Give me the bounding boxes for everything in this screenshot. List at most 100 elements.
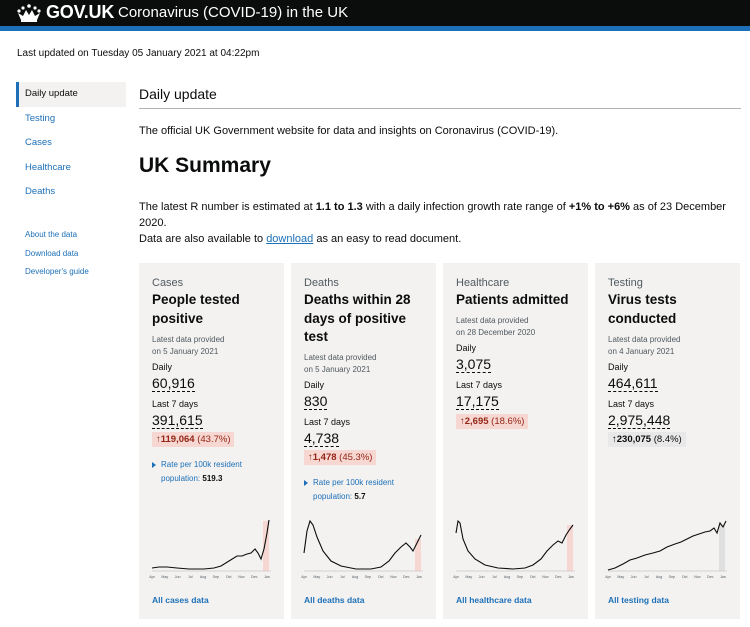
recent-period-highlight <box>415 539 421 571</box>
month-tick-label: Jul <box>644 575 649 579</box>
disclosure-triangle-icon <box>152 462 156 468</box>
month-tick-label: Aug <box>656 575 662 579</box>
r-number-range: 1.1 to 1.3 <box>315 201 363 213</box>
nav-item-daily-update[interactable]: Daily update <box>16 82 126 107</box>
month-tick-label: Oct <box>378 575 384 579</box>
month-tick-label: Sep <box>365 575 371 579</box>
nav-item-healthcare[interactable]: Healthcare <box>25 161 71 173</box>
month-tick-label: May <box>617 575 624 579</box>
daily-value[interactable]: 60,916 <box>152 375 195 392</box>
intro-text: The official UK Government website for d… <box>139 125 559 137</box>
rate-per-100k-toggle[interactable]: Rate per 100k resident population: 5.7 <box>304 476 429 504</box>
month-tick-label: Jan <box>720 575 726 579</box>
govuk-logo-text[interactable]: GOV.UK <box>46 2 115 22</box>
card-category: Deaths <box>304 277 339 289</box>
chart-month-ticks: Apr May Jun Jul Aug Sep Oct Nov Dec Jan <box>149 575 270 579</box>
month-tick-label: Dec <box>251 575 258 579</box>
daily-label: Daily <box>304 380 325 390</box>
secondary-navigation: About the data Download data Developer's… <box>25 226 89 282</box>
month-tick-label: May <box>465 575 472 579</box>
card-latest-data: Latest data provided on 5 January 2021 <box>152 335 225 356</box>
week-value[interactable]: 391,615 <box>152 412 203 429</box>
week-value[interactable]: 2,975,448 <box>608 412 671 429</box>
change-badge: ↑119,064 (43.7%) <box>152 432 235 447</box>
card-category: Cases <box>152 277 184 289</box>
all-deaths-data-link[interactable]: All deaths data <box>304 595 365 605</box>
crown-logo-icon[interactable] <box>16 4 42 22</box>
month-tick-label: Nov <box>238 575 245 579</box>
side-navigation: Daily update Testing Cases Healthcare De… <box>16 82 126 205</box>
disclosure-triangle-icon <box>304 480 308 486</box>
month-tick-label: Jun <box>479 575 485 579</box>
month-tick-label: Oct <box>226 575 232 579</box>
month-tick-label: Apr <box>605 575 611 579</box>
change-badge: ↑1,478 (45.3%) <box>304 450 377 465</box>
last-updated-text: Last updated on Tuesday 05 January 2021 … <box>17 48 260 59</box>
site-header: GOV.UK Coronavirus (COVID-19) in the UK <box>0 0 750 26</box>
week-value[interactable]: 4,738 <box>304 430 340 447</box>
daily-value[interactable]: 3,075 <box>456 356 492 373</box>
page-title: Daily update <box>139 86 217 102</box>
card-title[interactable]: Deaths within 28 days of positive test <box>304 292 411 344</box>
header-accent-bar <box>0 26 750 31</box>
week-label: Last 7 days <box>456 380 503 390</box>
nav-link-developers-guide[interactable]: Developer's guide <box>25 267 89 276</box>
cases-sparkline-chart[interactable]: Apr May Jun Jul Aug Sep Oct Nov Dec Jan <box>149 511 274 583</box>
chart-month-ticks: Apr May Jun Jul Aug Sep Oct Nov Dec Jan <box>605 575 726 579</box>
cases-card: Cases People tested positive Latest data… <box>139 263 284 619</box>
change-badge: ↑2,695 (18.6%) <box>456 414 529 429</box>
month-tick-label: Jul <box>340 575 345 579</box>
testing-sparkline-chart[interactable]: Apr May Jun Jul Aug Sep Oct Nov Dec Jan <box>605 511 730 583</box>
deaths-sparkline-chart[interactable]: Apr May Jun Jul Aug Sep Oct Nov Dec Jan <box>301 511 426 583</box>
week-value[interactable]: 17,175 <box>456 393 499 410</box>
daily-value[interactable]: 464,611 <box>608 375 658 392</box>
chart-month-ticks: Apr May Jun Jul Aug Sep Oct Nov Dec Jan <box>301 575 422 579</box>
month-tick-label: May <box>313 575 320 579</box>
month-tick-label: Jan <box>568 575 574 579</box>
r-number-text: The latest R number is estimated at 1.1 … <box>139 201 726 229</box>
all-testing-data-link[interactable]: All testing data <box>608 595 669 605</box>
daily-label: Daily <box>152 362 173 372</box>
month-tick-label: Nov <box>390 575 397 579</box>
deaths-trend-line <box>303 519 422 570</box>
daily-value[interactable]: 830 <box>304 393 328 410</box>
all-cases-data-link[interactable]: All cases data <box>152 595 209 605</box>
daily-label: Daily <box>456 343 477 353</box>
card-latest-data: Latest data provided on 28 December 2020 <box>456 316 536 337</box>
week-label: Last 7 days <box>304 417 351 427</box>
card-title[interactable]: People tested positive <box>152 292 240 326</box>
month-tick-label: Aug <box>200 575 206 579</box>
nav-link-download-data[interactable]: Download data <box>25 248 79 258</box>
cases-trend-line <box>151 519 270 570</box>
card-title[interactable]: Virus tests conducted <box>608 292 677 326</box>
card-title[interactable]: Patients admitted <box>456 292 569 307</box>
service-name[interactable]: Coronavirus (COVID-19) in the UK <box>118 4 349 21</box>
week-label: Last 7 days <box>608 399 655 409</box>
month-tick-label: Jun <box>631 575 637 579</box>
nav-item-testing[interactable]: Testing <box>25 112 56 124</box>
month-tick-label: Jun <box>327 575 333 579</box>
rate-per-100k-toggle[interactable]: Rate per 100k resident population: 519.3 <box>152 458 277 486</box>
summary-heading: UK Summary <box>139 154 271 177</box>
download-link[interactable]: download <box>266 233 314 245</box>
nav-item-cases[interactable]: Cases <box>25 137 52 148</box>
healthcare-card: Healthcare Patients admitted Latest data… <box>443 263 588 619</box>
card-latest-data: Latest data provided on 4 January 2021 <box>608 335 681 356</box>
chart-month-ticks: Apr May Jun Jul Aug Sep Oct Nov Dec Jan <box>453 575 574 579</box>
change-badge: ↑230,075 (8.4%) <box>608 432 686 447</box>
month-tick-label: May <box>161 575 168 579</box>
nav-item-deaths[interactable]: Deaths <box>25 186 56 197</box>
month-tick-label: Aug <box>352 575 358 579</box>
nav-link-about-data[interactable]: About the data <box>25 230 78 239</box>
healthcare-sparkline-chart[interactable]: Apr May Jun Jul Aug Sep Oct Nov Dec Jan <box>453 511 578 583</box>
all-healthcare-data-link[interactable]: All healthcare data <box>456 595 532 605</box>
month-tick-label: Dec <box>403 575 410 579</box>
month-tick-label: Oct <box>682 575 688 579</box>
recent-period-highlight <box>719 525 725 571</box>
month-tick-label: Sep <box>213 575 219 579</box>
month-tick-label: Jul <box>492 575 497 579</box>
testing-card: Testing Virus tests conducted Latest dat… <box>595 263 740 619</box>
healthcare-trend-line <box>455 519 574 570</box>
month-tick-label: Oct <box>530 575 536 579</box>
month-tick-label: Apr <box>149 575 155 579</box>
